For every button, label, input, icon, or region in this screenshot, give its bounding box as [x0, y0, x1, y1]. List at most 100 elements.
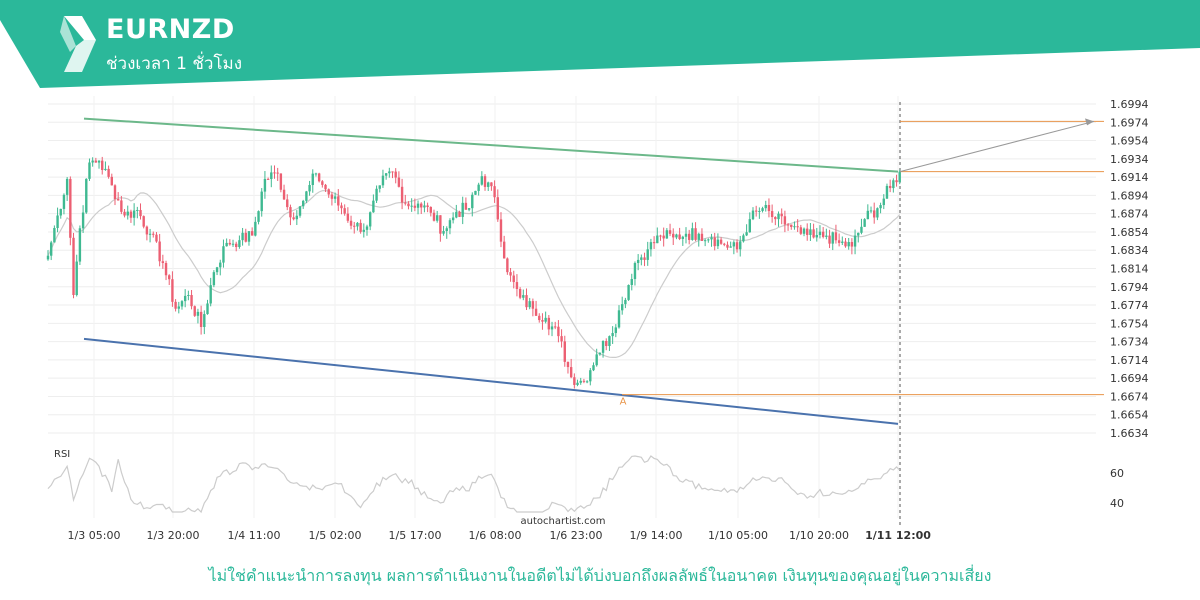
candle-body	[617, 310, 621, 328]
candle-body	[860, 226, 863, 233]
candle	[579, 377, 582, 385]
candle-body	[566, 361, 570, 368]
candle	[649, 238, 653, 257]
candle-body	[761, 208, 764, 211]
candle-body	[869, 210, 873, 212]
candle	[806, 223, 809, 241]
watermark: autochartist.com	[521, 516, 606, 527]
candle-body	[554, 326, 557, 328]
candle-body	[263, 178, 267, 192]
candle-body	[573, 377, 576, 385]
candle	[53, 225, 56, 243]
candle	[585, 380, 589, 384]
candle	[97, 160, 101, 169]
candle-body	[222, 246, 225, 263]
candle-body	[723, 243, 726, 245]
candle	[378, 185, 381, 193]
candle	[270, 165, 273, 188]
candle	[113, 184, 117, 206]
candle	[110, 173, 113, 186]
candle	[177, 301, 180, 314]
candle	[228, 239, 232, 246]
candle-body	[621, 304, 624, 311]
candle	[362, 223, 366, 238]
candle	[365, 224, 369, 236]
candle-body	[518, 289, 522, 298]
candle-body	[598, 352, 602, 355]
candle-body	[343, 208, 346, 214]
candle-body	[378, 185, 381, 189]
candle	[652, 236, 656, 249]
x-tick-label: 1/6 23:00	[550, 529, 603, 542]
candle	[85, 178, 88, 214]
candle-body	[286, 199, 289, 208]
candle-body	[368, 212, 372, 227]
candle	[601, 340, 605, 358]
rsi-tick-label: 60	[1110, 467, 1124, 480]
candle	[522, 289, 525, 301]
candle-body	[231, 243, 235, 245]
candle-body	[199, 311, 203, 327]
candle	[636, 254, 640, 271]
price-axis: 1.6994 1.6974 1.6954 1.6934 1.6914 1.6894 1.68…	[1110, 98, 1149, 440]
candle	[742, 233, 745, 243]
candle-body	[563, 341, 566, 362]
chart-pattern: A	[83, 117, 1104, 425]
candle-body	[837, 240, 841, 243]
candle-body	[538, 315, 541, 321]
candle	[684, 227, 688, 244]
moving-average	[47, 189, 901, 358]
candle	[404, 194, 407, 206]
candle	[841, 236, 844, 246]
candle-body	[888, 185, 892, 189]
candle-body	[235, 243, 238, 248]
candle-body	[716, 239, 720, 247]
candle	[611, 326, 614, 344]
candle-body	[627, 284, 630, 300]
candle	[576, 379, 579, 387]
candle	[321, 180, 324, 188]
candle	[104, 161, 107, 171]
y-tick-label: 1.6774	[1110, 299, 1149, 312]
candle-body	[327, 189, 330, 195]
candle	[707, 238, 710, 243]
candle-body	[91, 160, 94, 163]
candle	[145, 225, 149, 241]
candle	[710, 233, 713, 247]
support-line	[83, 337, 899, 425]
candle-body	[691, 228, 694, 240]
candle-body	[85, 178, 88, 213]
candle-body	[420, 203, 423, 208]
candle	[330, 191, 334, 206]
x-tick-label: 1/3 20:00	[147, 529, 200, 542]
candle	[174, 299, 177, 312]
rsi-line	[47, 455, 901, 514]
candle-body	[467, 208, 471, 210]
candle	[525, 288, 528, 310]
candle	[672, 228, 675, 245]
candle-body	[614, 327, 618, 334]
candle-body	[292, 217, 295, 220]
candle-body	[758, 210, 761, 212]
candle	[703, 238, 707, 247]
candle-body	[193, 306, 196, 316]
candle-body	[873, 210, 876, 218]
candle	[681, 235, 685, 246]
candle-body	[825, 235, 828, 237]
candle	[193, 305, 196, 317]
candle-body	[764, 204, 767, 209]
candle	[863, 218, 866, 227]
rsi-tick-label: 40	[1110, 497, 1124, 510]
candle	[621, 296, 624, 315]
candle-body	[841, 241, 844, 243]
candle	[739, 235, 742, 257]
candle-body	[483, 176, 487, 187]
candle	[799, 224, 803, 236]
candle	[123, 208, 126, 218]
candle	[266, 177, 270, 180]
candle	[825, 228, 828, 240]
candle-body	[525, 295, 528, 308]
candle-body	[110, 176, 113, 186]
candle-body	[107, 168, 110, 177]
candle	[136, 206, 139, 219]
